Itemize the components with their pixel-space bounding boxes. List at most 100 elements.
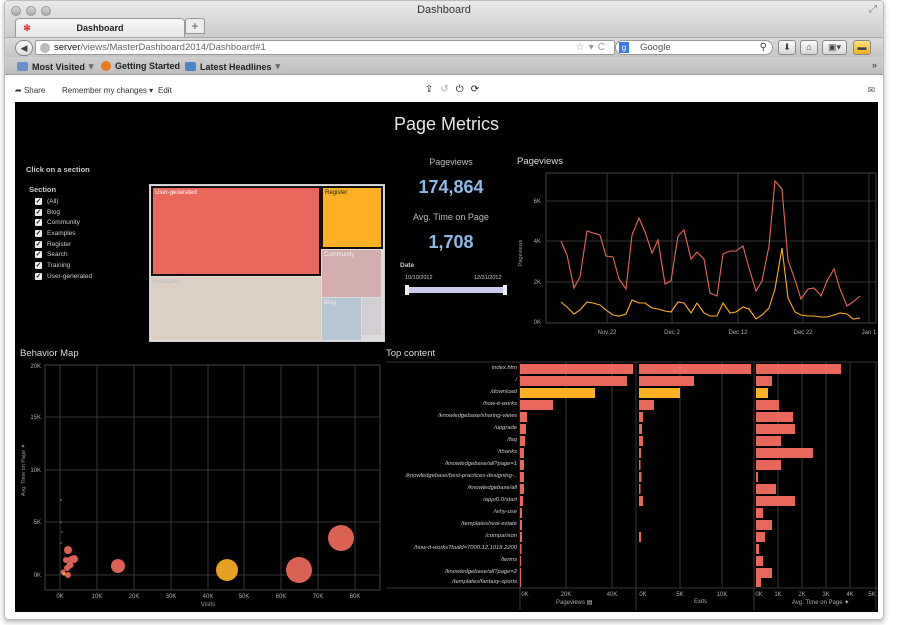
bookmark-getting-started[interactable]: Getting Started — [101, 61, 180, 71]
close-window-button[interactable] — [11, 6, 21, 16]
page-label[interactable]: /knowledgebase/best-practices-designing-… — [405, 473, 518, 479]
slider-start-handle[interactable] — [405, 285, 409, 295]
filter-item-community[interactable]: ✓ Community — [35, 217, 92, 228]
page-label[interactable]: index.htm — [491, 365, 517, 371]
filter-item-user-generated[interactable]: ✓ User-generated — [35, 271, 92, 282]
page-label[interactable]: /thanks — [498, 449, 517, 455]
tableau-favicon-icon: ✻ — [23, 23, 31, 33]
home-button[interactable]: ⌂ — [800, 40, 818, 55]
date-range-slider[interactable] — [405, 285, 507, 295]
folder-icon — [17, 62, 28, 71]
filter-item-blog[interactable]: ✓ Blog — [35, 207, 92, 218]
treemap-cell-examples[interactable]: Examples — [151, 277, 321, 340]
checkbox-checked-icon[interactable]: ✓ — [35, 272, 42, 280]
filter-prompt: Click on a section — [26, 165, 90, 174]
filter-item-examples[interactable]: ✓ Examples — [35, 228, 92, 239]
filter-item-training[interactable]: ✓ Training — [35, 260, 92, 271]
treemap-cell-community[interactable]: Community — [322, 250, 381, 297]
page-label[interactable]: /templates/real-estate — [461, 521, 517, 527]
page-label[interactable]: /terms — [500, 557, 517, 563]
history-dropdown-icon[interactable]: ▾ — [588, 42, 598, 53]
svg-text:Nov 22: Nov 22 — [597, 330, 617, 336]
checkbox-checked-icon[interactable]: ✓ — [35, 229, 42, 237]
checkbox-checked-icon[interactable]: ✓ — [35, 261, 42, 269]
reload-icon[interactable]: C — [597, 42, 609, 53]
checkbox-checked-icon[interactable]: ✓ — [35, 197, 42, 205]
mail-icon[interactable]: ✉ — [867, 85, 875, 95]
filter-item-register[interactable]: ✓ Register — [35, 239, 92, 250]
remember-changes-dropdown[interactable]: Remember my changes ▾ — [62, 86, 154, 95]
avg-time-kpi-value: 1,708 — [428, 232, 474, 252]
downloads-button[interactable]: ⬇ — [778, 40, 796, 55]
tableau-toolbar: ➦ Share Remember my changes ▾ Edit ⇪ ↺ ⏻… — [5, 81, 883, 101]
page-label[interactable]: /how-it-works — [482, 401, 517, 407]
undo-icon[interactable]: ↺ — [440, 84, 449, 95]
export-icon[interactable]: ⇪ — [425, 84, 434, 95]
treemap-cell-other[interactable] — [362, 298, 381, 335]
url-bar[interactable]: server/views/MasterDashboard2014/Dashboa… — [35, 40, 615, 55]
power-icon[interactable]: ⏻ — [455, 84, 464, 95]
zoom-window-button[interactable] — [41, 6, 51, 16]
bookmark-most-visited[interactable]: Most Visited ▾ — [17, 61, 93, 72]
svg-text:Dec 22: Dec 22 — [793, 330, 813, 336]
fullscreen-icon[interactable]: ⤢ — [869, 4, 877, 15]
svg-text:3K: 3K — [822, 592, 829, 598]
page-label[interactable]: /knowledgebase/all?page=1 — [444, 461, 517, 467]
page-label[interactable]: /templates/fantasy-sports — [452, 579, 517, 585]
checkbox-checked-icon[interactable]: ✓ — [35, 251, 42, 259]
browser-tab[interactable]: ✻ Dashboard — [15, 18, 185, 37]
page-label[interactable]: /faq — [507, 437, 517, 443]
pageviews-axis-label: Pageviews ▤ — [556, 599, 592, 606]
svg-text:2K: 2K — [798, 592, 805, 598]
edit-button[interactable]: Edit — [158, 86, 172, 95]
new-tab-button[interactable]: + — [185, 18, 205, 34]
google-icon[interactable]: g — [619, 42, 629, 53]
page-label[interactable]: /knowledgebase/all?page=2 — [444, 569, 517, 575]
search-box[interactable]: g Google ⚲ — [615, 40, 773, 55]
page-label[interactable]: /comparison — [485, 533, 517, 539]
checkbox-checked-icon[interactable]: ✓ — [35, 240, 42, 248]
svg-text:5K: 5K — [676, 592, 683, 598]
checkbox-checked-icon[interactable]: ✓ — [35, 208, 42, 216]
svg-text:5K: 5K — [34, 520, 41, 526]
sort-icon[interactable]: ▤ — [586, 600, 593, 606]
bookmarks-overflow-button[interactable]: » — [871, 60, 877, 70]
addon-button[interactable]: ▬ — [853, 40, 871, 55]
page-label[interactable]: /knowledgebase/sharing-views — [438, 413, 517, 419]
axis-label: Pageviews — [556, 600, 586, 606]
page-label[interactable]: /how-it-works?build=7000.12.1018.2200 — [414, 545, 517, 551]
treemap-cell-user-generated[interactable]: User-generated — [151, 186, 321, 276]
filter-item-all[interactable]: ✓ (All) — [35, 196, 92, 207]
scatter-xlabel: Visits — [201, 602, 215, 608]
bookmark-star-icon[interactable]: ☆ — [575, 42, 589, 53]
top-content-bars[interactable]: 0K 20K 40K 0K 5K 10K 0K 1K 2K 3K 4K 5K — [386, 360, 878, 612]
minimize-window-button[interactable] — [26, 6, 36, 16]
checkbox-checked-icon[interactable]: ✓ — [35, 219, 42, 227]
behavior-map-scatter[interactable]: 20K 15K 10K 5K 0K 0K 10K 20K 30K 40K 50K 60K 70K 80K… — [15, 360, 385, 610]
filter-item-label: User-generated — [47, 272, 93, 280]
search-icon[interactable]: ⚲ — [759, 42, 767, 53]
globe-icon — [40, 43, 50, 53]
treemap-cell-blog[interactable]: Blog — [322, 298, 361, 340]
page-label[interactable]: /app/6.0/start — [483, 497, 517, 503]
back-button[interactable]: ◀ — [15, 40, 33, 56]
rss-icon — [185, 62, 196, 71]
page-label[interactable]: /why-use — [493, 509, 517, 515]
page-label[interactable]: /upgrade — [494, 425, 517, 431]
page-label[interactable]: /knowledgebase/all — [467, 485, 517, 491]
treemap-cell-register[interactable]: Register — [321, 186, 383, 249]
refresh-icon[interactable]: ⟳ — [470, 84, 480, 95]
filter-item-search[interactable]: ✓ Search — [35, 249, 92, 260]
bookmark-latest-headlines[interactable]: Latest Headlines ▾ — [185, 61, 280, 72]
share-button[interactable]: ➦ Share — [15, 86, 45, 95]
bookmarks-menu-button[interactable]: ▣▾ — [822, 40, 847, 55]
section-filter-list: ✓ (All) ✓ Blog ✓ Community ✓ Examples ✓ Regis… — [35, 196, 92, 282]
pageviews-line-chart[interactable]: 6K 4K 2K 0K Pageviews Nov 22 Dec 2 Dec 12 Dec … — [512, 168, 882, 340]
pin-icon[interactable]: ✦ — [844, 600, 850, 606]
page-label[interactable]: /download — [490, 389, 517, 395]
navigation-bar: ◀ server/views/MasterDashboard2014/Dashb… — [5, 37, 883, 57]
page-label[interactable]: / — [515, 377, 517, 383]
scatter-title: Behavior Map — [20, 348, 79, 359]
url-host: server — [54, 42, 81, 53]
slider-end-handle[interactable] — [503, 285, 507, 295]
